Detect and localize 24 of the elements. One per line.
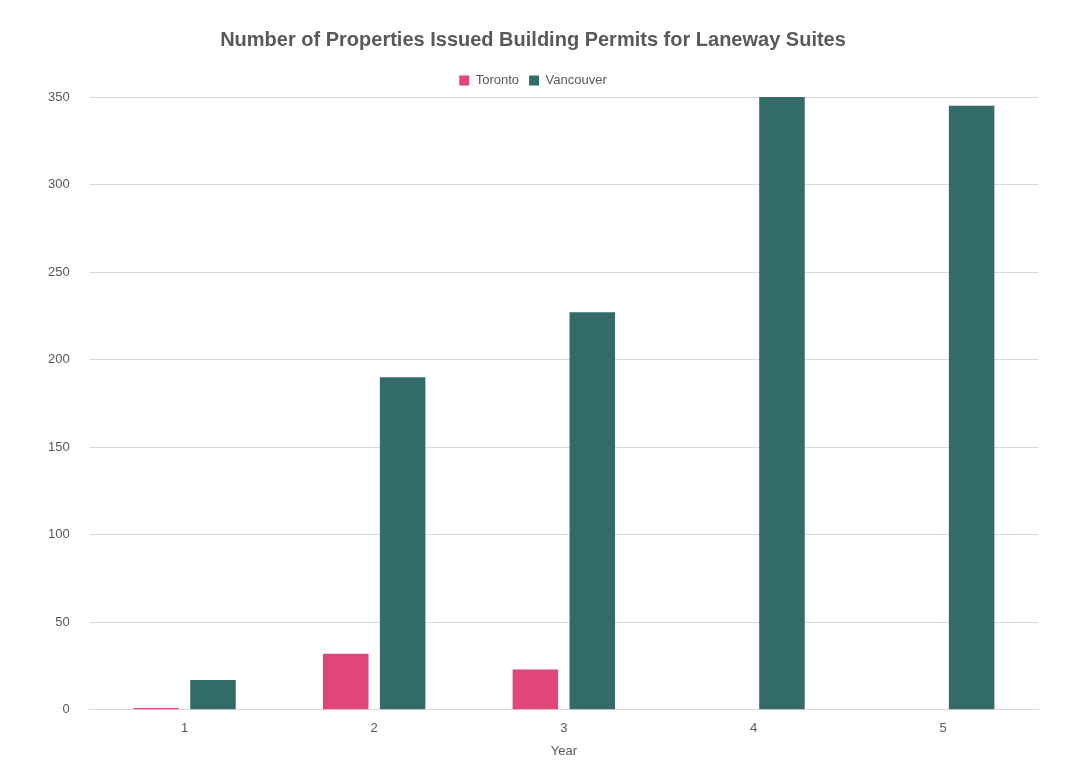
x-tick-label: 2 — [370, 720, 378, 736]
bar — [379, 377, 426, 710]
y-tick-label: 0 — [62, 701, 70, 717]
legend-label: Toronto — [475, 72, 520, 88]
bar — [759, 97, 805, 710]
x-axis-title: Year — [550, 742, 578, 758]
bar — [948, 105, 995, 710]
y-tick-label: 50 — [55, 613, 70, 629]
x-tick-label: 3 — [560, 720, 568, 736]
x-tick-label: 5 — [939, 720, 947, 736]
bar — [569, 312, 616, 710]
y-tick-label: 200 — [47, 351, 70, 367]
legend-label: Vancouver — [545, 72, 608, 88]
x-tick-label: 1 — [180, 720, 189, 736]
chart-title: Number of Properties Issued Building Permits for Laneway Suites — [220, 27, 846, 50]
bar — [190, 680, 236, 710]
bar — [322, 653, 369, 710]
bar — [512, 669, 559, 710]
x-tick-label: 4 — [749, 720, 758, 736]
y-tick-label: 300 — [47, 176, 70, 192]
y-tick-label: 250 — [47, 263, 70, 279]
y-tick-label: 150 — [47, 438, 70, 454]
y-tick-label: 100 — [47, 526, 70, 542]
y-tick-label: 350 — [47, 88, 70, 104]
